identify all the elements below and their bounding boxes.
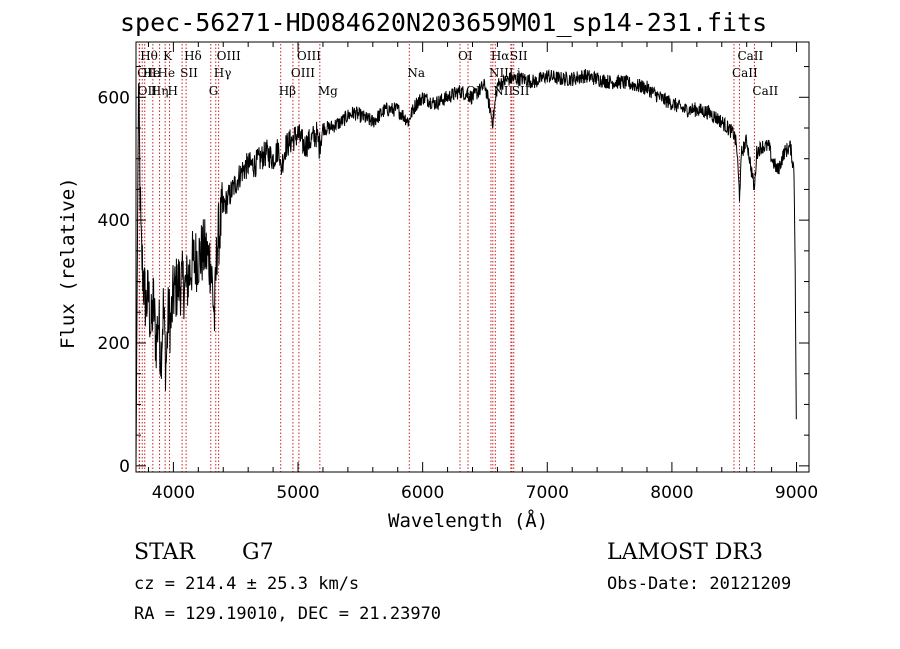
line-marker-label-10: G — [209, 84, 219, 98]
line-marker-label-3: He — [143, 66, 161, 80]
line-marker-label-6: K — [163, 49, 173, 63]
coordinates-text: RA = 129.19010, DEC = 21.23970 — [134, 604, 442, 624]
line-marker-label-2: Hθ — [140, 49, 158, 63]
line-marker-label-17: Na — [407, 66, 425, 80]
redshift-text: cz = 214.4 ± 25.3 km/s — [134, 574, 360, 594]
x-tick-label-4: 8000 — [650, 483, 693, 503]
line-marker-label-13: Hβ — [279, 84, 296, 98]
x-tick-label-1: 5000 — [276, 483, 319, 503]
x-tick-label-2: 6000 — [401, 483, 444, 503]
line-marker-label-26: CaII — [732, 66, 758, 80]
object-class: STAR — [134, 540, 195, 565]
survey-name: LAMOST DR3 — [607, 540, 763, 565]
line-marker-label-14: OIII — [291, 66, 315, 80]
chart-title: spec-56271-HD084620N203659M01_sp14-231.f… — [120, 8, 768, 37]
y-tick-label-3: 600 — [98, 88, 130, 108]
object-subclass: G7 — [242, 540, 274, 565]
line-marker-label-9: Hδ — [184, 49, 202, 63]
line-marker-label-24: SII — [510, 49, 528, 63]
y-axis-label: Flux (relative) — [57, 177, 79, 349]
line-marker-label-8: SII — [180, 66, 198, 80]
x-tick-label-5: 9000 — [775, 483, 818, 503]
obs-date-text: Obs-Date: 20121209 — [607, 574, 792, 594]
line-marker-label-12: OIII — [217, 49, 241, 63]
line-marker-label-16: Mg — [318, 84, 338, 98]
y-tick-label-2: 400 — [98, 211, 130, 231]
line-marker-label-7: H — [168, 84, 178, 98]
x-axis-label: Wavelength (Å) — [388, 510, 549, 532]
y-tick-label-0: 0 — [119, 457, 130, 477]
line-marker-label-28: CaII — [752, 84, 778, 98]
y-tick-label-1: 200 — [98, 334, 130, 354]
line-marker-label-11: Hγ — [214, 66, 232, 80]
x-tick-label-0: 4000 — [152, 483, 195, 503]
line-marker-label-25: SII — [512, 84, 530, 98]
line-marker-label-22: NII — [493, 84, 513, 98]
x-tick-label-3: 7000 — [526, 483, 569, 503]
line-marker-label-21: Hα — [491, 49, 510, 63]
line-marker-label-5: He — [158, 66, 176, 80]
line-marker-label-15: OIII — [297, 49, 321, 63]
line-marker-label-23: Li — [509, 66, 521, 80]
line-marker-label-27: CaII — [737, 49, 763, 63]
spectrum-line — [135, 68, 797, 466]
line-marker-label-18: OI — [458, 49, 473, 63]
